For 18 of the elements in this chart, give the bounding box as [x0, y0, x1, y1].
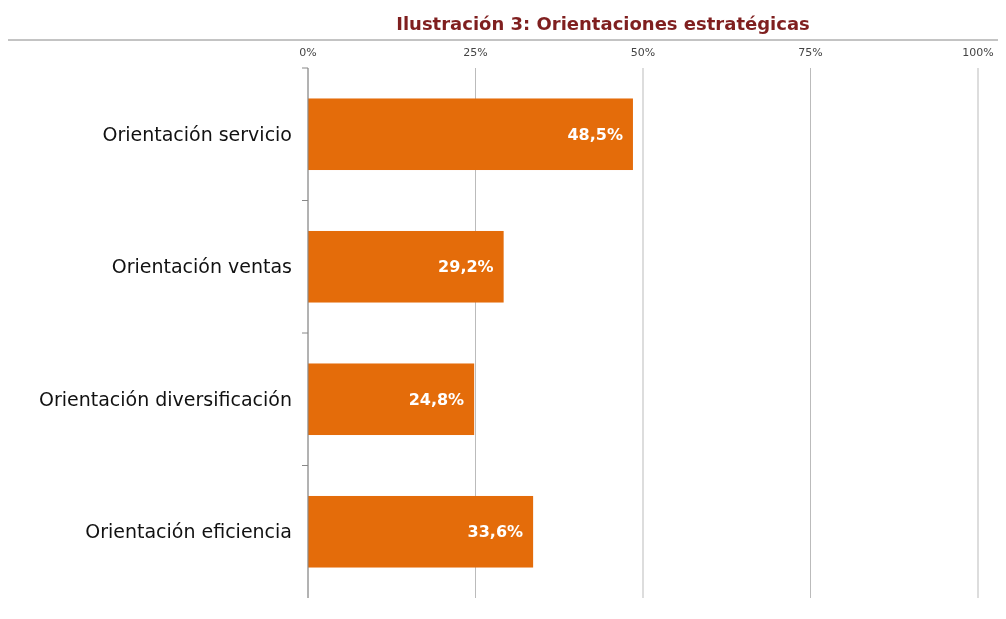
data-label: 24,8%	[408, 389, 465, 409]
bar	[308, 363, 475, 436]
x-tick-label: 25%	[463, 46, 488, 59]
data-label: 48,5%	[567, 124, 623, 144]
y-tick-label: Orientación eficiencia	[85, 520, 292, 543]
y-tick-label: Orientación servicio	[102, 122, 292, 145]
x-tick-label: 0%	[299, 46, 317, 59]
y-tick-label: Orientación diversificación	[38, 387, 292, 410]
x-tick-label: 75%	[798, 46, 823, 59]
data-label: 33,6%	[467, 522, 524, 542]
y-tick-label: Orientación ventas	[111, 255, 292, 278]
bar	[308, 495, 534, 568]
bar	[308, 98, 633, 171]
bar	[308, 230, 504, 303]
chart-title: Ilustración 3: Orientaciones estratégicas	[396, 13, 810, 34]
data-label: 29,2%	[438, 257, 494, 277]
x-tick-label: 50%	[630, 46, 656, 59]
x-tick-label: 100%	[962, 46, 994, 59]
